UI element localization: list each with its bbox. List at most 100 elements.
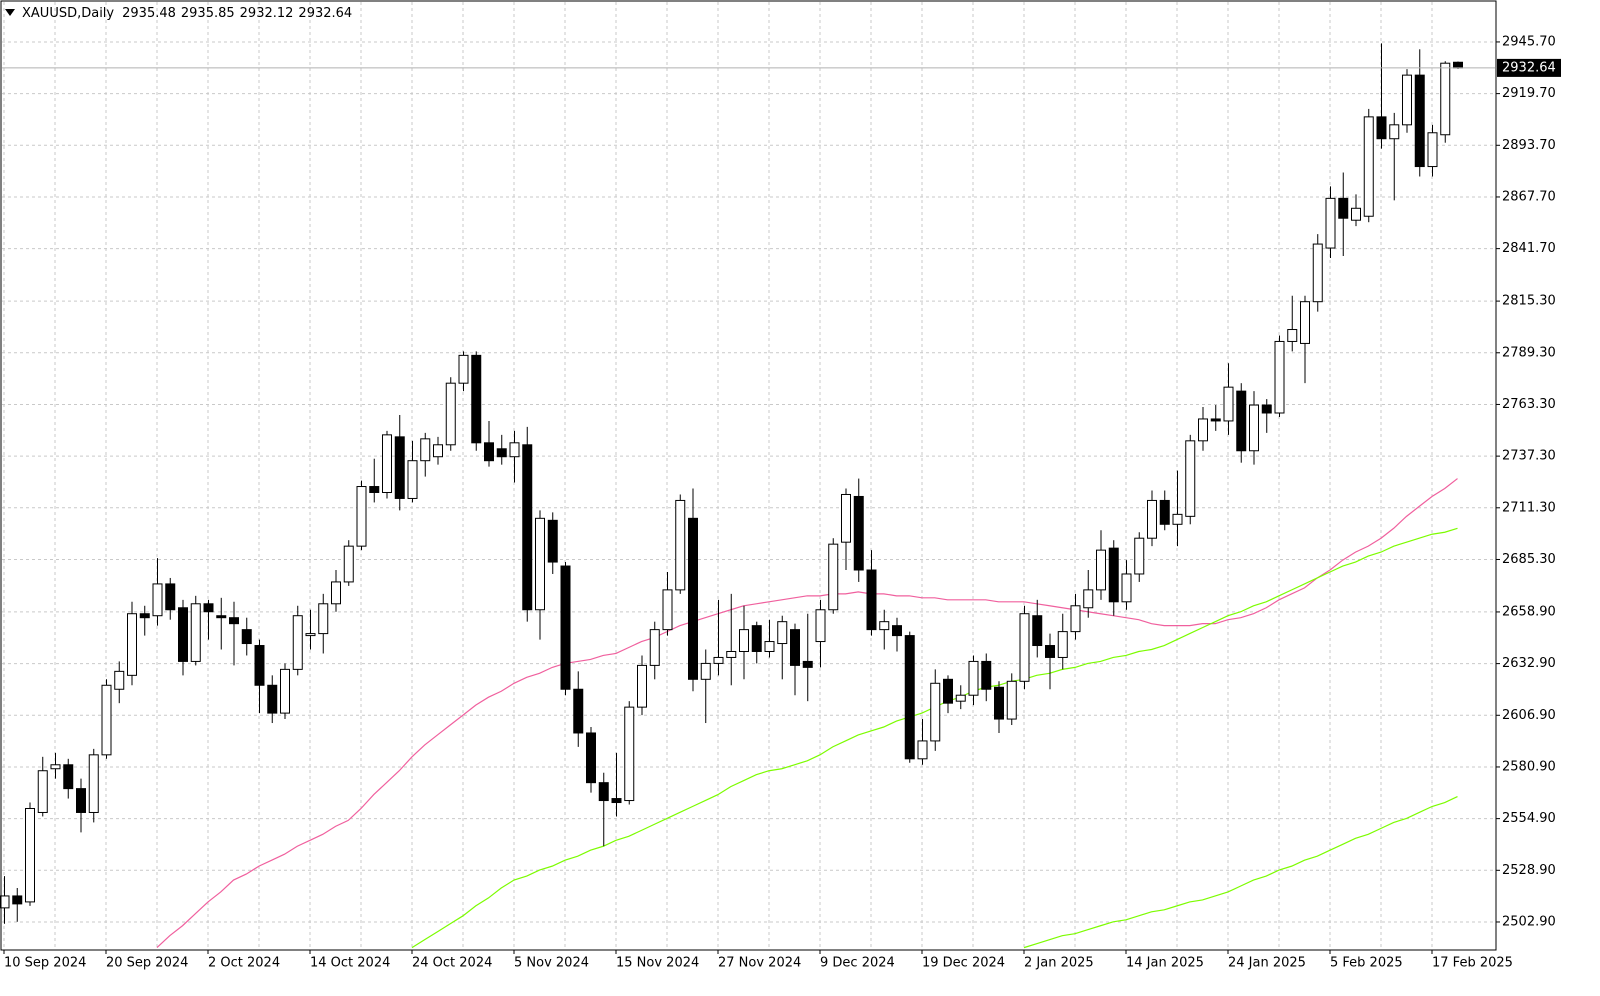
- high-value: 2935.85: [181, 6, 235, 21]
- candle-body: [76, 788, 86, 813]
- candle-body: [1351, 207, 1361, 221]
- candle-body: [981, 660, 992, 690]
- candle-body: [496, 448, 507, 458]
- y-tick-label: 2815.30: [1502, 294, 1556, 309]
- candle-body: [841, 493, 851, 543]
- candle-body: [968, 660, 979, 696]
- x-tick-label: 2 Oct 2024: [208, 956, 280, 971]
- candle-body: [930, 682, 941, 742]
- candle-body: [88, 754, 99, 813]
- candle-body: [407, 460, 418, 499]
- candle-body: [114, 670, 125, 690]
- candle-body: [484, 442, 494, 462]
- candle-body: [1121, 573, 1132, 603]
- candle-body: [662, 589, 673, 631]
- candle-body: [190, 603, 201, 662]
- candle-body: [1057, 631, 1068, 658]
- x-tick-label: 14 Jan 2025: [1126, 956, 1204, 971]
- candle-body: [1274, 340, 1285, 414]
- chart-header: XAUUSD,Daily 2935.48 2935.85 2932.12 2932.64: [22, 6, 352, 21]
- plot: [0, 43, 1495, 949]
- candle-body: [598, 782, 609, 802]
- candle-body: [178, 607, 188, 662]
- candle-body: [1338, 197, 1349, 219]
- candle-body: [522, 444, 533, 611]
- candle-body: [1147, 499, 1157, 539]
- candle-body: [356, 486, 367, 547]
- y-tick-label: 2606.90: [1502, 708, 1556, 723]
- y-tick-label: 2528.90: [1502, 863, 1556, 878]
- candle-body: [63, 764, 74, 790]
- x-tick-label: 19 Dec 2024: [922, 956, 1005, 971]
- candle-body: [1414, 74, 1425, 168]
- candle-body: [1108, 547, 1119, 603]
- candle-body: [241, 629, 252, 645]
- x-tick-label: 17 Feb 2025: [1432, 956, 1513, 971]
- candle-body: [254, 645, 265, 686]
- y-tick-label: 2893.70: [1502, 138, 1556, 153]
- candle-body: [1312, 243, 1323, 303]
- candle-body: [165, 583, 176, 611]
- candle-body: [790, 629, 800, 666]
- candle-body: [229, 617, 239, 625]
- candle-body: [1185, 440, 1196, 517]
- candle-body: [1070, 605, 1081, 633]
- candle-body: [866, 569, 877, 631]
- candle-body: [318, 603, 329, 635]
- plot-frame: [0, 0, 1497, 951]
- candle-body: [815, 609, 826, 643]
- last-price-box: [1497, 58, 1561, 77]
- candle-body: [637, 664, 647, 708]
- candle-body: [1427, 132, 1438, 168]
- x-tick-label: 14 Oct 2024: [310, 956, 390, 971]
- y-tick-label: 2763.30: [1502, 397, 1556, 412]
- candle-body: [675, 499, 686, 591]
- candle-body: [560, 565, 571, 690]
- candle-body: [1223, 386, 1234, 422]
- candle-body: [1389, 124, 1400, 140]
- candle-body: [1363, 116, 1374, 217]
- candle-body: [1249, 404, 1259, 452]
- candle-body: [1198, 418, 1208, 442]
- candle-body: [203, 603, 214, 613]
- y-tick-label: 2867.70: [1502, 189, 1556, 204]
- y-tick-label: 2580.90: [1502, 759, 1556, 774]
- candle-body: [1134, 537, 1145, 575]
- y-tick-label: 2789.30: [1502, 345, 1556, 360]
- grid: [2, 2, 1495, 949]
- candle-body: [853, 495, 864, 571]
- low-value: 2932.12: [240, 6, 294, 21]
- candle-body: [394, 436, 405, 499]
- candle-body: [994, 686, 1004, 720]
- candle-body: [305, 633, 316, 637]
- moving-average-line: [156, 478, 1458, 949]
- candle-body: [280, 668, 290, 714]
- open-value: 2935.48: [122, 6, 176, 21]
- candle-body: [1172, 513, 1183, 525]
- candle-body: [292, 615, 303, 670]
- candle-body: [751, 625, 762, 652]
- candle-body: [331, 581, 341, 605]
- candle-body: [904, 635, 915, 760]
- x-tick-label: 9 Dec 2024: [820, 956, 895, 971]
- candle-body: [955, 694, 966, 702]
- x-tick-label: 24 Oct 2024: [412, 956, 492, 971]
- candle-body: [101, 684, 112, 756]
- candle-body: [12, 895, 23, 905]
- candle-body: [1402, 74, 1412, 126]
- candle-body: [879, 621, 890, 631]
- y-tick-label: 2632.90: [1502, 656, 1556, 671]
- candle-body: [649, 629, 660, 666]
- candle-body: [1019, 613, 1030, 682]
- moving-average-line: [1023, 796, 1458, 949]
- close-value: 2932.64: [298, 6, 352, 21]
- x-tick-label: 5 Nov 2024: [514, 956, 589, 971]
- candle-body: [1083, 589, 1094, 609]
- candle-body: [50, 764, 61, 770]
- candle-body: [713, 656, 724, 664]
- candle-body: [573, 688, 584, 734]
- x-tick-label: 2 Jan 2025: [1024, 956, 1094, 971]
- y-tick-label: 2554.90: [1502, 811, 1556, 826]
- candle-body: [1045, 645, 1055, 658]
